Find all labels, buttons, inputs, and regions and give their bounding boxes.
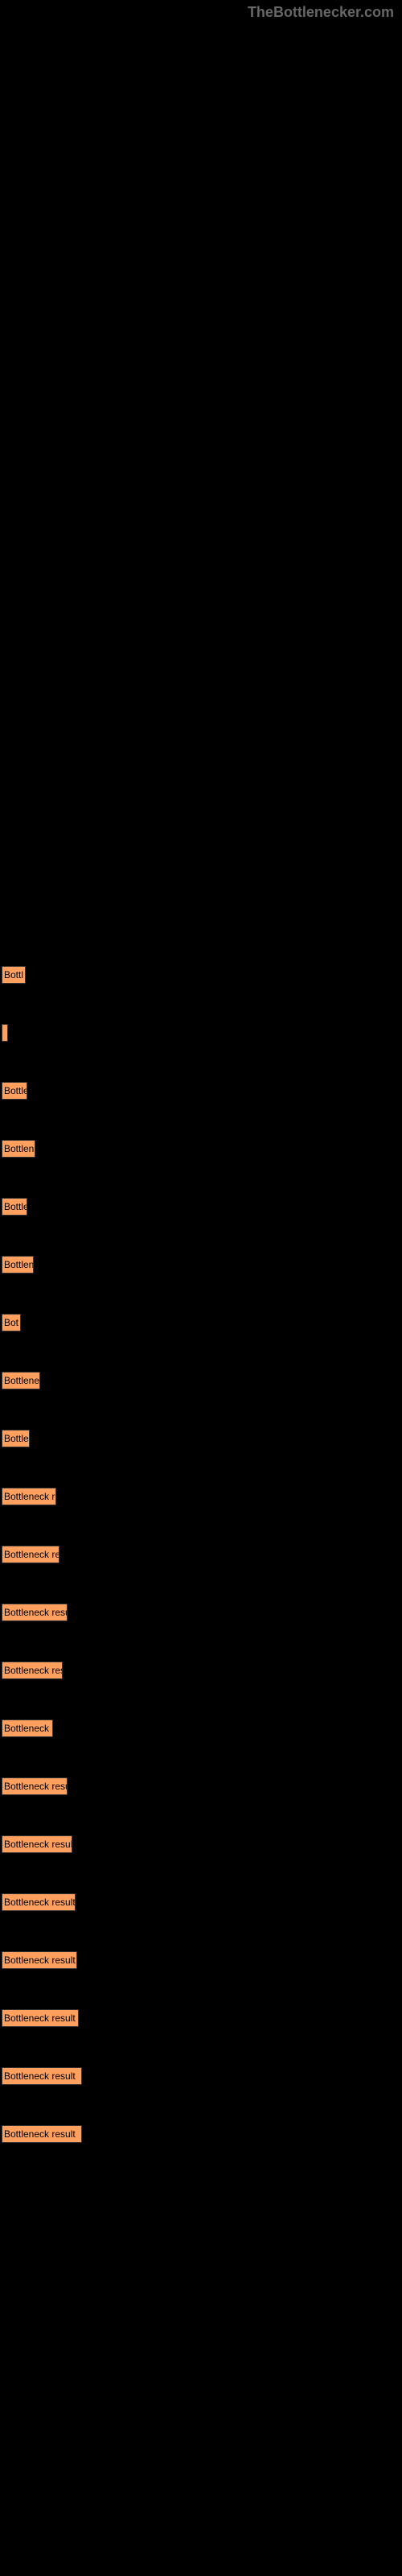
bar-row: Bot bbox=[2, 1314, 402, 1331]
bar-row: Bottle bbox=[2, 1198, 402, 1216]
bar-row: Bottleneck result bbox=[2, 1893, 402, 1911]
chart-bar: Bottle bbox=[2, 1198, 27, 1216]
chart-bar: Bottlene bbox=[2, 1256, 34, 1274]
chart-bar: Bottl bbox=[2, 966, 26, 984]
bar-row: Bottlenec bbox=[2, 1140, 402, 1158]
chart-bar: Bottleneck re bbox=[2, 1719, 53, 1737]
bar-row: Bottleneck bbox=[2, 1372, 402, 1389]
chart-bar: Bottleneck res bbox=[2, 1488, 56, 1505]
bar-row: Bottleneck result bbox=[2, 1777, 402, 1795]
chart-bar: Bottleneck resu bbox=[2, 1546, 59, 1563]
bar-row: Bottleneck res bbox=[2, 1488, 402, 1505]
chart-bar: Bottle bbox=[2, 1082, 27, 1100]
bar-row: Bottleneck re bbox=[2, 1719, 402, 1737]
chart-bar: Bottleneck result bbox=[2, 1893, 76, 1911]
bar-row: Bottl bbox=[2, 966, 402, 984]
bar-row: Bottle bbox=[2, 1082, 402, 1100]
bar-row: Bottleneck resu bbox=[2, 1546, 402, 1563]
chart-bar: Bottler bbox=[2, 1430, 30, 1447]
bar-row: Bottleneck result bbox=[2, 2009, 402, 2027]
watermark-text: TheBottlenecker.com bbox=[248, 4, 394, 21]
chart-bar: Bottleneck resul bbox=[2, 1662, 63, 1679]
chart-bar: Bottlenec bbox=[2, 1140, 35, 1158]
bar-row: Bottleneck result bbox=[2, 2067, 402, 2085]
chart-bar: Bot bbox=[2, 1314, 21, 1331]
bar-chart: Bottl Bottle Bottlenec Bottle Bottlene Bot Bot… bbox=[0, 0, 402, 2143]
bar-row: Bottleneck result bbox=[2, 2125, 402, 2143]
bar-row: Bottleneck result bbox=[2, 1835, 402, 1853]
bar-row: Bottlene bbox=[2, 1256, 402, 1274]
chart-bar: Bottleneck result bbox=[2, 2067, 82, 2085]
chart-bar: Bottleneck result bbox=[2, 1951, 77, 1969]
chart-bar: Bottleneck bbox=[2, 1372, 40, 1389]
chart-bar: Bottleneck result bbox=[2, 1604, 68, 1621]
bar-row bbox=[2, 1024, 402, 1042]
chart-bar: Bottleneck result bbox=[2, 1777, 68, 1795]
chart-bar: Bottleneck result bbox=[2, 1835, 72, 1853]
chart-bar bbox=[2, 1024, 8, 1042]
bar-row: Bottleneck resul bbox=[2, 1662, 402, 1679]
chart-bar: Bottleneck result bbox=[2, 2009, 79, 2027]
bar-row: Bottleneck result bbox=[2, 1951, 402, 1969]
bar-row: Bottleneck result bbox=[2, 1604, 402, 1621]
bar-row: Bottler bbox=[2, 1430, 402, 1447]
chart-bar: Bottleneck result bbox=[2, 2125, 82, 2143]
